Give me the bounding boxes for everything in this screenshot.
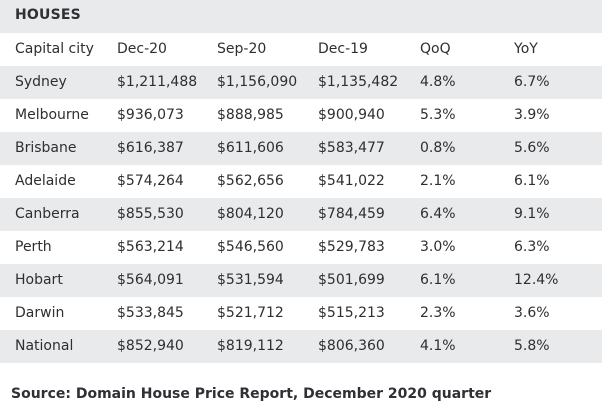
dec-20-cell: $563,214	[117, 239, 184, 255]
city-cell: Hobart	[15, 272, 63, 288]
column-header-capital-city: Capital city	[15, 41, 94, 57]
column-header-dec-20: Dec-20	[117, 41, 167, 57]
dec-20-cell: $616,387	[117, 140, 184, 156]
city-cell: Sydney	[15, 74, 67, 90]
qoq-cell: 2.3%	[420, 305, 456, 321]
column-header-sep-20: Sep-20	[217, 41, 267, 57]
sep-20-cell: $531,594	[217, 272, 284, 288]
qoq-cell: 3.0%	[420, 239, 456, 255]
city-cell: Darwin	[15, 305, 65, 321]
dec-19-cell: $515,213	[318, 305, 385, 321]
table-row: Sydney $1,211,488 $1,156,090 $1,135,482 …	[0, 66, 602, 99]
dec-20-cell: $1,211,488	[117, 74, 198, 90]
qoq-cell: 4.1%	[420, 338, 456, 354]
sep-20-cell: $546,560	[217, 239, 284, 255]
table-row: Adelaide $574,264 $562,656 $541,022 2.1%…	[0, 165, 602, 198]
dec-19-cell: $900,940	[318, 107, 385, 123]
yoy-cell: 6.3%	[514, 239, 550, 255]
house-price-table: HOUSES Capital city Dec-20 Sep-20 Dec-19…	[0, 0, 602, 363]
yoy-cell: 9.1%	[514, 206, 550, 222]
yoy-cell: 5.8%	[514, 338, 550, 354]
city-cell: Melbourne	[15, 107, 89, 123]
city-cell: Canberra	[15, 206, 80, 222]
yoy-cell: 12.4%	[514, 272, 559, 288]
yoy-cell: 3.9%	[514, 107, 550, 123]
qoq-cell: 6.1%	[420, 272, 456, 288]
sep-20-cell: $888,985	[217, 107, 284, 123]
qoq-cell: 2.1%	[420, 173, 456, 189]
dec-19-cell: $529,783	[318, 239, 385, 255]
yoy-cell: 3.6%	[514, 305, 550, 321]
dec-19-cell: $806,360	[318, 338, 385, 354]
dec-20-cell: $852,940	[117, 338, 184, 354]
table-row: Brisbane $616,387 $611,606 $583,477 0.8%…	[0, 132, 602, 165]
table-row: Perth $563,214 $546,560 $529,783 3.0% 6.…	[0, 231, 602, 264]
yoy-cell: 5.6%	[514, 140, 550, 156]
sep-20-cell: $611,606	[217, 140, 284, 156]
column-header-qoq: QoQ	[420, 41, 451, 57]
dec-20-cell: $574,264	[117, 173, 184, 189]
table-row: Melbourne $936,073 $888,985 $900,940 5.3…	[0, 99, 602, 132]
dec-19-cell: $1,135,482	[318, 74, 399, 90]
city-cell: Perth	[15, 239, 52, 255]
dec-20-cell: $564,091	[117, 272, 184, 288]
table-row: Darwin $533,845 $521,712 $515,213 2.3% 3…	[0, 297, 602, 330]
qoq-cell: 0.8%	[420, 140, 456, 156]
qoq-cell: 5.3%	[420, 107, 456, 123]
city-cell: National	[15, 338, 74, 354]
city-cell: Adelaide	[15, 173, 76, 189]
dec-19-cell: $784,459	[318, 206, 385, 222]
table-title: HOUSES	[15, 7, 81, 23]
sep-20-cell: $1,156,090	[217, 74, 298, 90]
sep-20-cell: $521,712	[217, 305, 284, 321]
yoy-cell: 6.1%	[514, 173, 550, 189]
qoq-cell: 6.4%	[420, 206, 456, 222]
qoq-cell: 4.8%	[420, 74, 456, 90]
source-caption: Source: Domain House Price Report, Decem…	[11, 386, 492, 402]
dec-19-cell: $501,699	[318, 272, 385, 288]
city-cell: Brisbane	[15, 140, 77, 156]
table-row: Canberra $855,530 $804,120 $784,459 6.4%…	[0, 198, 602, 231]
column-header-yoy: YoY	[514, 41, 538, 57]
column-header-dec-19: Dec-19	[318, 41, 368, 57]
table-row: National $852,940 $819,112 $806,360 4.1%…	[0, 330, 602, 363]
dec-20-cell: $936,073	[117, 107, 184, 123]
dec-19-cell: $583,477	[318, 140, 385, 156]
dec-19-cell: $541,022	[318, 173, 385, 189]
table-row: Hobart $564,091 $531,594 $501,699 6.1% 1…	[0, 264, 602, 297]
sep-20-cell: $562,656	[217, 173, 284, 189]
dec-20-cell: $855,530	[117, 206, 184, 222]
yoy-cell: 6.7%	[514, 74, 550, 90]
sep-20-cell: $804,120	[217, 206, 284, 222]
table-title-row: HOUSES	[0, 0, 602, 33]
dec-20-cell: $533,845	[117, 305, 184, 321]
sep-20-cell: $819,112	[217, 338, 284, 354]
table-header-row: Capital city Dec-20 Sep-20 Dec-19 QoQ Yo…	[0, 33, 602, 66]
